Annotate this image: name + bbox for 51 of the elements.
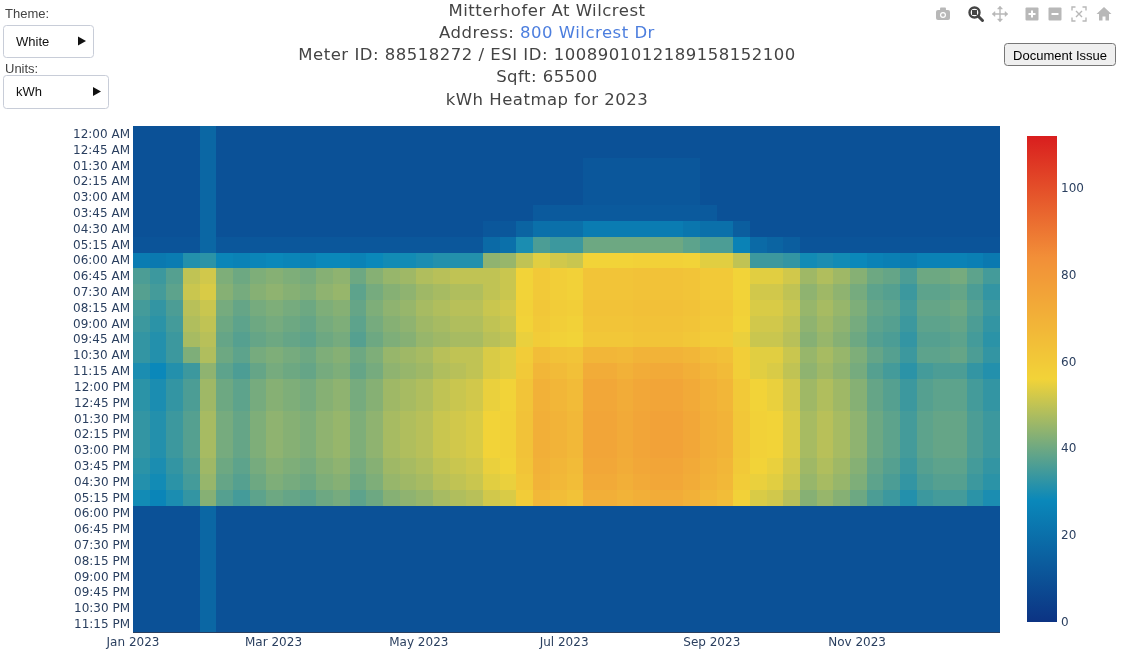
y-tick-label: 08:15 PM [74, 553, 130, 568]
y-tick-label: 01:30 PM [74, 411, 130, 426]
y-tick-label: 06:00 AM [73, 253, 130, 268]
y-tick-label: 02:15 PM [74, 427, 130, 442]
color-bar-label: 60 [1061, 354, 1077, 369]
y-tick-label: 12:45 PM [74, 395, 130, 410]
y-tick-label: 09:45 PM [74, 585, 130, 600]
x-tick-label: Sep 2023 [683, 635, 741, 649]
y-tick-label: 10:30 PM [74, 601, 130, 616]
x-tick-label: Nov 2023 [828, 635, 886, 649]
text: kWh [16, 84, 42, 99]
x-tick-label: Jan 2023 [105, 635, 160, 649]
y-tick-label: 02:15 AM [73, 174, 130, 189]
chart-subtitle: Address: 800 Wilcrest Dr Meter ID: 88518272 / ESI ID: 1008901012189158152100 Sqft: 65500 kWh Heatmap for 2023 [298, 22, 796, 109]
color-bar-label: 0 [1061, 615, 1069, 629]
y-tick-label: 07:30 PM [74, 538, 130, 553]
y-tick-label: 05:15 PM [74, 490, 130, 505]
y-tick-label: 09:00 AM [73, 316, 130, 331]
y-tick-label: 12:00 AM [73, 126, 130, 141]
y-tick-label: 11:15 AM [73, 364, 130, 379]
color-bar-label: 100 [1061, 181, 1084, 196]
y-tick-label: 04:30 AM [73, 221, 130, 236]
y-tick-label: 08:15 AM [73, 300, 130, 315]
y-tick-label: 05:15 AM [73, 237, 130, 252]
y-tick-label: 07:30 AM [73, 285, 130, 300]
text: Document Issue [1013, 47, 1107, 63]
x-tick-label: May 2023 [389, 635, 449, 649]
y-tick-label: 01:30 AM [73, 158, 130, 173]
y-tick-label: 03:45 AM [73, 205, 130, 220]
y-tick-label: 10:30 AM [73, 348, 130, 363]
color-bar-label: 80 [1061, 267, 1077, 282]
y-tick-label: 12:00 PM [74, 379, 130, 394]
y-tick-label: 06:00 PM [74, 506, 130, 521]
y-tick-label: 09:45 AM [73, 332, 130, 347]
chart-title: Mitterhofer At Wilcrest [448, 0, 646, 20]
y-tick-label: 03:00 AM [73, 190, 130, 205]
x-tick-label: Jul 2023 [538, 635, 589, 649]
color-bar-label: 20 [1061, 528, 1077, 543]
y-tick-label: 04:30 PM [74, 474, 130, 489]
y-tick-label: 03:45 PM [74, 458, 130, 473]
y-tick-label: 06:45 PM [74, 522, 130, 537]
text: Theme: [5, 5, 50, 21]
y-tick-label: 09:00 PM [74, 569, 130, 584]
y-tick-label: 11:15 PM [74, 617, 130, 632]
y-tick-label: 12:45 AM [73, 142, 130, 157]
text: Units: [5, 60, 39, 76]
x-tick-label: Mar 2023 [245, 635, 303, 649]
color-bar-label: 40 [1061, 441, 1077, 456]
text: White [16, 33, 50, 49]
y-tick-label: 06:45 AM [73, 269, 130, 284]
y-tick-label: 03:00 PM [74, 443, 130, 458]
